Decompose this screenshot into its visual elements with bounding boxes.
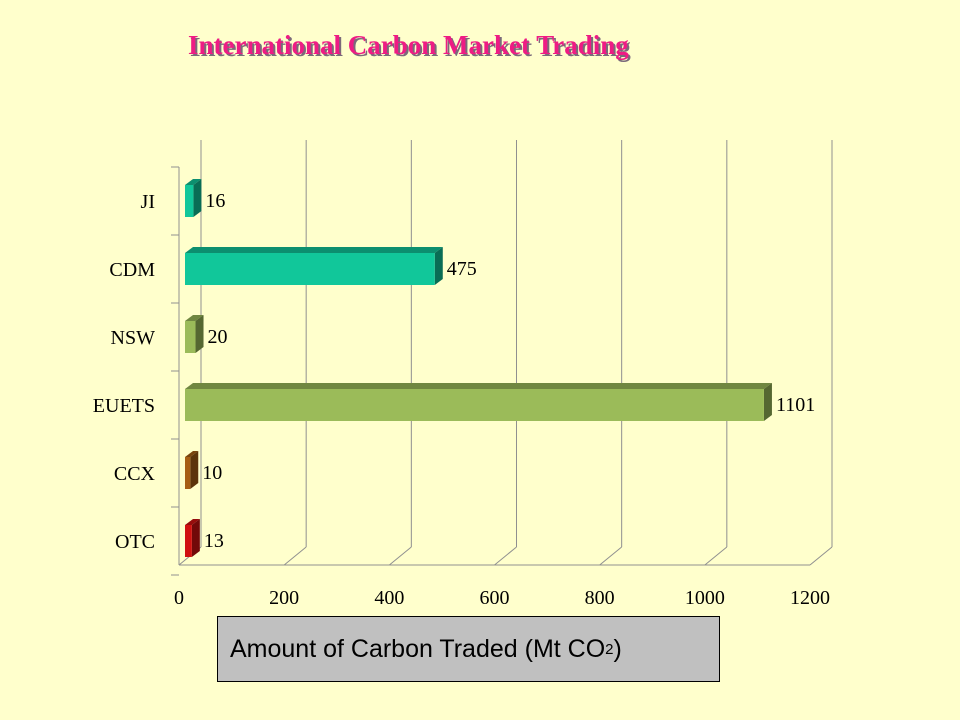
bar-side-face [190, 451, 199, 489]
bar-top-face [185, 383, 772, 389]
x-tick-label: 200 [269, 587, 299, 609]
data-label-otc: 13 [204, 530, 224, 552]
bar-top-face [185, 179, 202, 185]
x-axis-label-suffix: ) [613, 634, 622, 663]
x-axis-label-text: Amount of Carbon Traded (Mt CO [230, 634, 606, 663]
bar-ji [185, 179, 202, 217]
data-label-cdm: 475 [447, 258, 477, 280]
bar-front-face [185, 253, 435, 285]
x-axis-label-subscript: 2 [605, 640, 614, 658]
x-axis-label: Amount of Carbon Traded (Mt CO 2) [217, 616, 720, 682]
gridline-floor [704, 546, 728, 566]
bar-nsw [185, 315, 204, 353]
bar-cdm [185, 247, 443, 285]
category-label-cdm: CDM [109, 259, 155, 281]
bar-side-face [763, 383, 772, 421]
bar-top-face [185, 519, 200, 525]
bar-side-face [191, 519, 200, 557]
x-tick-label: 400 [374, 587, 404, 609]
bar-top-face [185, 315, 204, 321]
bar-front-face [185, 525, 192, 557]
gridline-floor [389, 546, 412, 566]
category-label-nsw: NSW [111, 327, 156, 349]
x-tick-label: 800 [585, 587, 615, 609]
data-label-euets: 1101 [776, 394, 815, 416]
x-tick-label: 0 [174, 587, 184, 609]
x-tick-label: 1200 [790, 587, 830, 609]
bar-otc [185, 519, 200, 557]
bar-side-face [195, 315, 204, 353]
chart-title: International Carbon Market Trading [188, 30, 629, 60]
x-tick-label: 1000 [685, 587, 725, 609]
data-label-ji: 16 [205, 190, 225, 212]
data-label-nsw: 20 [208, 326, 228, 348]
category-label-otc: OTC [115, 531, 155, 553]
bar-side-face [193, 179, 202, 217]
bars: 16 JI 475 CDM 20 NSW 1101 EUETS 10 CCX 13 OTC [93, 179, 815, 557]
bar-front-face [185, 389, 764, 421]
gridline-floor [809, 546, 833, 566]
category-label-euets: EUETS [93, 395, 155, 417]
bar-front-face [185, 185, 194, 217]
bar-front-face [185, 321, 196, 353]
bar-front-face [185, 457, 191, 489]
gridline-floor [283, 546, 307, 566]
category-label-ccx: CCX [114, 463, 156, 485]
bar-euets [185, 383, 772, 421]
bar-top-face [185, 247, 443, 253]
category-label-ji: JI [141, 191, 155, 213]
bar-side-face [434, 247, 443, 285]
gridline-floor [599, 546, 622, 566]
gridline-floor [494, 546, 517, 566]
x-tick-label: 600 [480, 587, 510, 609]
gridlines [171, 140, 833, 576]
tick-labels: 0 200 400 600 800 1000 1200 [174, 587, 830, 609]
bar-ccx [185, 451, 199, 489]
bar-top-face [185, 451, 199, 457]
data-label-ccx: 10 [202, 462, 222, 484]
